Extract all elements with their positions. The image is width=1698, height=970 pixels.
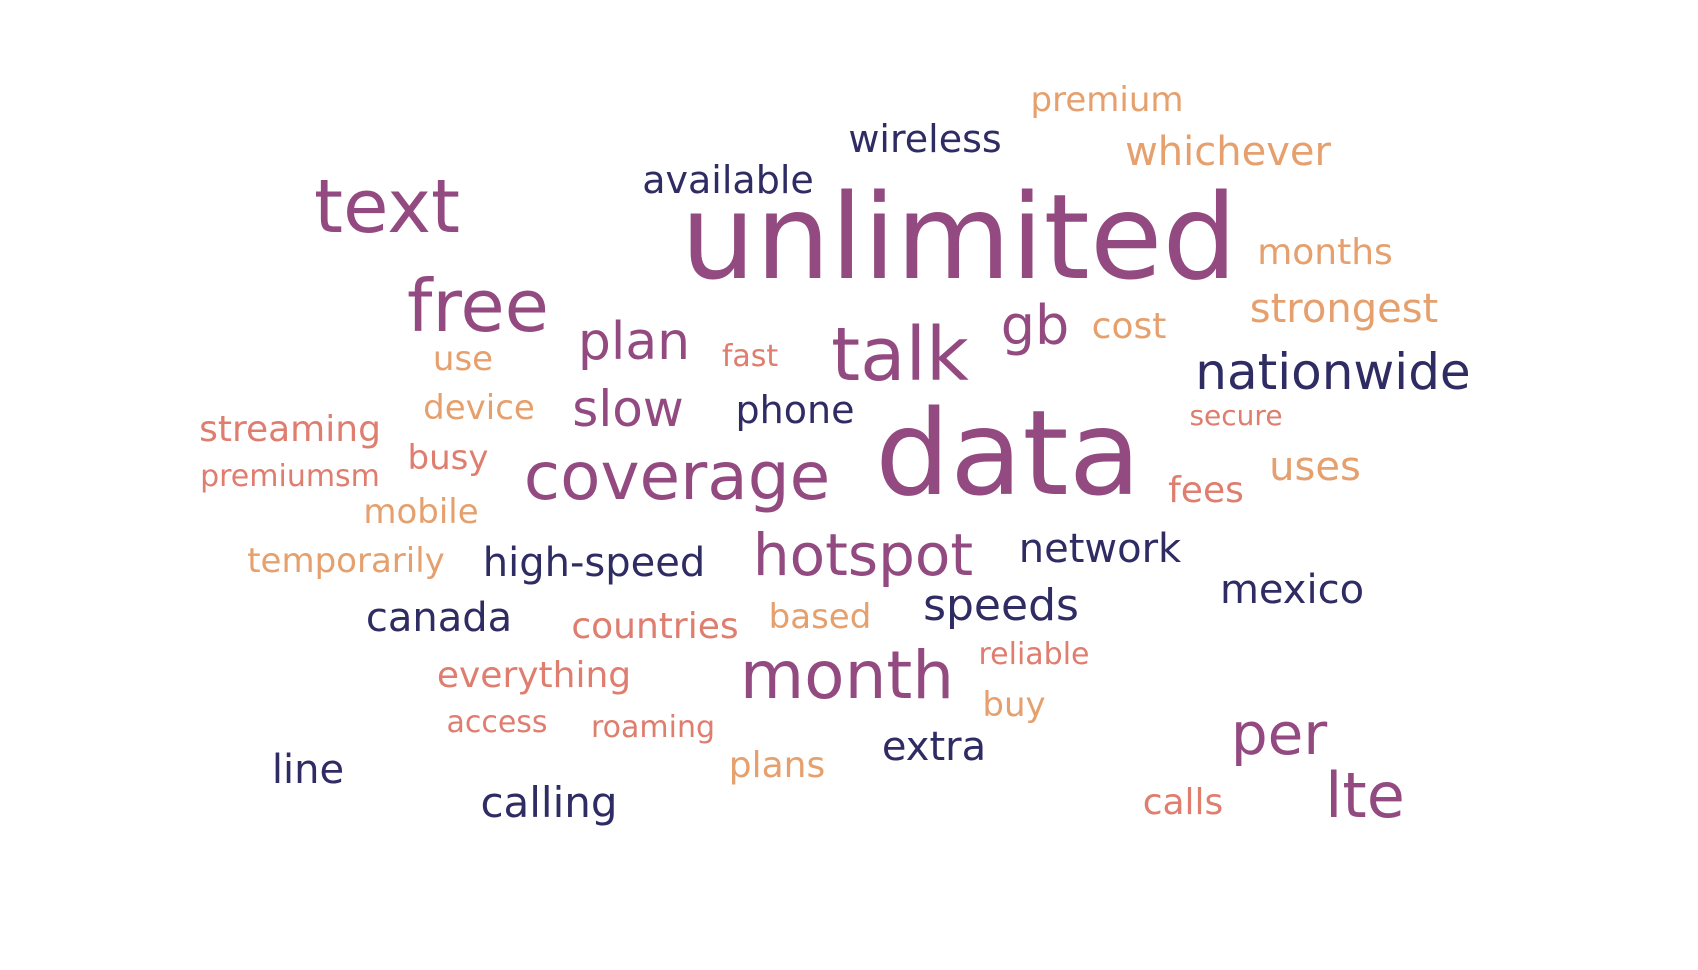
- word-hotspot: hotspot: [752, 521, 974, 589]
- word-wireless: wireless: [848, 117, 1002, 161]
- word-temporarily: temporarily: [247, 541, 445, 581]
- word-device: device: [423, 388, 535, 428]
- word-access: access: [446, 705, 548, 740]
- word-talk: talk: [831, 312, 969, 398]
- word-line: line: [271, 747, 345, 793]
- word-premium: premium: [1030, 80, 1184, 120]
- word-plans: plans: [728, 745, 826, 786]
- word-uses: uses: [1269, 444, 1361, 490]
- word-speeds: speeds: [923, 580, 1079, 631]
- word-calling: calling: [480, 778, 618, 827]
- word-fast: fast: [721, 339, 779, 374]
- word-reliable: reliable: [978, 637, 1090, 672]
- word-month: month: [739, 637, 955, 714]
- word-nationwide: nationwide: [1195, 343, 1471, 401]
- word-plan: plan: [577, 312, 691, 372]
- word-use: use: [432, 339, 494, 379]
- word-per: per: [1230, 700, 1328, 768]
- word-network: network: [1018, 526, 1182, 572]
- word-countries: countries: [571, 606, 739, 647]
- word-calls: calls: [1142, 782, 1224, 823]
- word-whichever: whichever: [1125, 129, 1331, 175]
- word-mobile: mobile: [363, 492, 479, 532]
- word-text: text: [313, 164, 461, 250]
- word-premiumsm: premiumsm: [200, 459, 380, 494]
- word-high-speed: high-speed: [482, 540, 706, 586]
- word-secure: secure: [1189, 399, 1283, 432]
- word-fees: fees: [1168, 470, 1244, 511]
- word-roaming: roaming: [590, 710, 716, 745]
- word-streaming: streaming: [199, 409, 381, 450]
- word-lte: lte: [1325, 759, 1405, 832]
- word-buy: buy: [982, 685, 1046, 725]
- word-free: free: [407, 264, 549, 348]
- word-unlimited: unlimited: [680, 168, 1238, 306]
- word-based: based: [768, 597, 872, 637]
- word-available: available: [642, 158, 814, 202]
- word-canada: canada: [365, 595, 513, 641]
- word-strongest: strongest: [1249, 286, 1439, 332]
- word-coverage: coverage: [523, 438, 831, 515]
- word-extra: extra: [881, 724, 987, 770]
- word-gb: gb: [1000, 294, 1070, 357]
- word-mexico: mexico: [1219, 567, 1365, 613]
- word-slow: slow: [572, 380, 684, 438]
- word-data: data: [875, 384, 1141, 522]
- word-phone: phone: [735, 388, 855, 432]
- word-cost: cost: [1091, 306, 1167, 347]
- word-everything: everything: [436, 655, 632, 696]
- word-months: months: [1257, 232, 1393, 273]
- word-busy: busy: [407, 438, 489, 478]
